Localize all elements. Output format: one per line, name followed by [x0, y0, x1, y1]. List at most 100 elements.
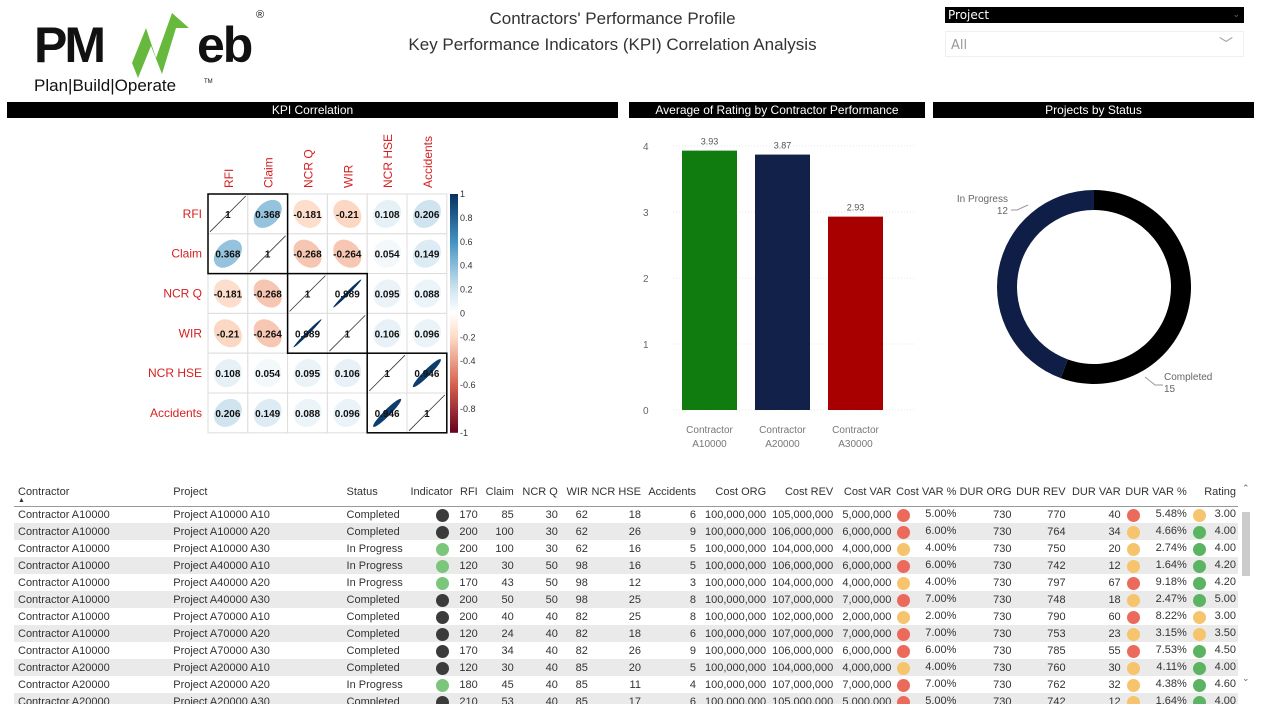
- colorbar-tick: 0.8: [460, 213, 473, 223]
- project-slicer-dropdown[interactable]: All ﹀: [945, 31, 1244, 57]
- column-header[interactable]: Contractor ▲: [14, 484, 170, 507]
- column-header[interactable]: Indicator: [404, 484, 455, 507]
- cell-value: Contractor A10000: [18, 542, 110, 555]
- cell-value: 4.00%: [925, 541, 957, 554]
- column-header[interactable]: Accidents: [642, 484, 699, 507]
- table-cell: 82: [560, 642, 590, 659]
- cell-value: 4.50: [1214, 643, 1236, 656]
- table-row[interactable]: Contractor A10000 Project A10000 A30 In Pr…: [14, 540, 1238, 557]
- column-header[interactable]: Cost REV: [768, 484, 836, 507]
- column-header[interactable]: Claim: [479, 484, 516, 507]
- table-cell: [404, 523, 455, 540]
- table-row[interactable]: Contractor A20000 Project A20000 A10 Compl…: [14, 659, 1238, 676]
- cell-value: 4.00: [1214, 524, 1236, 537]
- table-cell: 170: [455, 642, 480, 659]
- cell-value: 9: [689, 525, 697, 538]
- cell-value: 7.53%: [1155, 643, 1187, 656]
- corr-diagonal-line: [368, 354, 406, 392]
- cell-value: 105,000,000: [772, 695, 834, 705]
- project-slicer-header[interactable]: Project ⌄: [945, 7, 1244, 23]
- scroll-down-icon[interactable]: ⌄: [1242, 674, 1250, 684]
- cell-value: Completed: [346, 593, 400, 606]
- corr-ellipse: [412, 199, 441, 228]
- donut-slice-completed[interactable]: [1060, 190, 1191, 384]
- column-header[interactable]: WIR: [559, 484, 590, 507]
- table-row[interactable]: Contractor A10000 Project A70000 A30 Compl…: [14, 642, 1238, 659]
- corr-col-label: NCR HSE: [381, 134, 395, 188]
- table-cell: 7,000,000: [835, 676, 893, 693]
- table-row[interactable]: Contractor A10000 Project A70000 A10 Compl…: [14, 608, 1238, 625]
- colorbar-tick: -0.8: [460, 404, 476, 414]
- table-cell: 40: [516, 676, 560, 693]
- table-cell: 200: [454, 591, 480, 608]
- y-tick-label: 2: [643, 274, 649, 285]
- table-row[interactable]: Contractor A20000 Project A20000 A20 In Pr…: [14, 676, 1238, 693]
- cell-value: 100: [495, 525, 514, 538]
- column-header[interactable]: DUR VAR: [1067, 484, 1123, 507]
- column-header[interactable]: DUR ORG: [958, 484, 1014, 507]
- cell-value: 67: [1108, 576, 1121, 589]
- cell-value: 1.64%: [1155, 694, 1187, 705]
- corr-diagonal-line: [408, 394, 446, 432]
- cell-value: 62: [575, 525, 588, 538]
- table-cell: 4,000,000: [835, 540, 893, 557]
- table-cell: 4.00: [1188, 693, 1238, 704]
- column-header-label: Cost ORG: [715, 486, 767, 498]
- table-row[interactable]: Contractor A10000 Project A40000 A10 In Pr…: [14, 557, 1238, 574]
- cell-value: 4,000,000: [842, 576, 892, 589]
- pmweb-logo: PM eb ® Plan|Build|Operate TM: [34, 8, 274, 98]
- corr-value: 0.054: [255, 369, 280, 380]
- table-cell: Completed: [342, 523, 405, 540]
- cell-value: 7.00%: [925, 626, 957, 639]
- table-row[interactable]: Contractor A10000 Project A40000 A30 Compl…: [14, 591, 1238, 608]
- cell-value: 100,000,000: [704, 559, 767, 572]
- donut-slice-in-progress[interactable]: [997, 190, 1094, 379]
- cell-value: 730: [993, 576, 1012, 589]
- table-row[interactable]: Contractor A10000 Project A10000 A10 Compl…: [14, 506, 1238, 523]
- cell-value: 18: [1108, 593, 1121, 606]
- status-dot-yellow-icon: [897, 542, 911, 556]
- column-header[interactable]: DUR VAR %: [1122, 484, 1189, 507]
- table-cell: Contractor A20000: [14, 693, 170, 704]
- column-header[interactable]: Project: [169, 484, 343, 507]
- table-cell: 5: [643, 540, 698, 557]
- sort-ascending-icon[interactable]: ▲: [18, 497, 25, 504]
- column-header[interactable]: NCR HSE: [589, 484, 643, 507]
- scrollbar-thumb[interactable]: [1242, 512, 1250, 576]
- column-header-label: RFI: [460, 486, 478, 498]
- column-header[interactable]: RFI: [454, 484, 480, 507]
- table-row[interactable]: Contractor A10000 Project A70000 A20 Compl…: [14, 625, 1238, 642]
- table-scrollbar[interactable]: ⌃ ⌄: [1241, 484, 1251, 704]
- corr-ellipse: [373, 398, 402, 427]
- table-cell: 210: [454, 693, 480, 704]
- column-header[interactable]: NCR Q: [515, 484, 560, 507]
- cell-value: 85: [501, 508, 514, 521]
- table-cell: 20: [589, 659, 643, 676]
- column-header[interactable]: Cost VAR %: [893, 484, 959, 507]
- scroll-up-icon[interactable]: ⌃: [1242, 484, 1250, 494]
- column-header[interactable]: DUR REV: [1013, 484, 1068, 507]
- table-cell: 106,000,000: [768, 557, 836, 574]
- corr-value: -0.264: [333, 250, 362, 261]
- cell-value: 40: [545, 661, 558, 674]
- rating-bar[interactable]: [828, 216, 883, 410]
- column-header[interactable]: Rating: [1188, 484, 1238, 507]
- column-header[interactable]: Status: [342, 484, 405, 507]
- table-row[interactable]: Contractor A10000 Project A10000 A20 Compl…: [14, 523, 1238, 540]
- table-cell: 2,000,000: [835, 608, 893, 625]
- colorbar-tick: 1: [460, 189, 465, 199]
- corr-value: -0.21: [336, 210, 359, 221]
- column-header[interactable]: Cost VAR: [835, 484, 894, 507]
- table-cell: 170: [455, 506, 480, 523]
- cell-value: 760: [1047, 661, 1066, 674]
- column-header[interactable]: Cost ORG: [698, 484, 769, 507]
- rating-bar[interactable]: [755, 154, 810, 410]
- table-row[interactable]: Contractor A10000 Project A40000 A20 In Pr…: [14, 574, 1238, 591]
- cell-value: 5: [689, 542, 697, 555]
- table-row[interactable]: Contractor A20000 Project A20000 A30 Compl…: [14, 693, 1238, 704]
- cell-value: Completed: [346, 508, 400, 521]
- table-cell: [405, 506, 455, 523]
- donut-label: In Progress: [957, 194, 1008, 205]
- chevron-down-icon[interactable]: ⌄: [1232, 10, 1240, 20]
- rating-bar[interactable]: [682, 150, 737, 410]
